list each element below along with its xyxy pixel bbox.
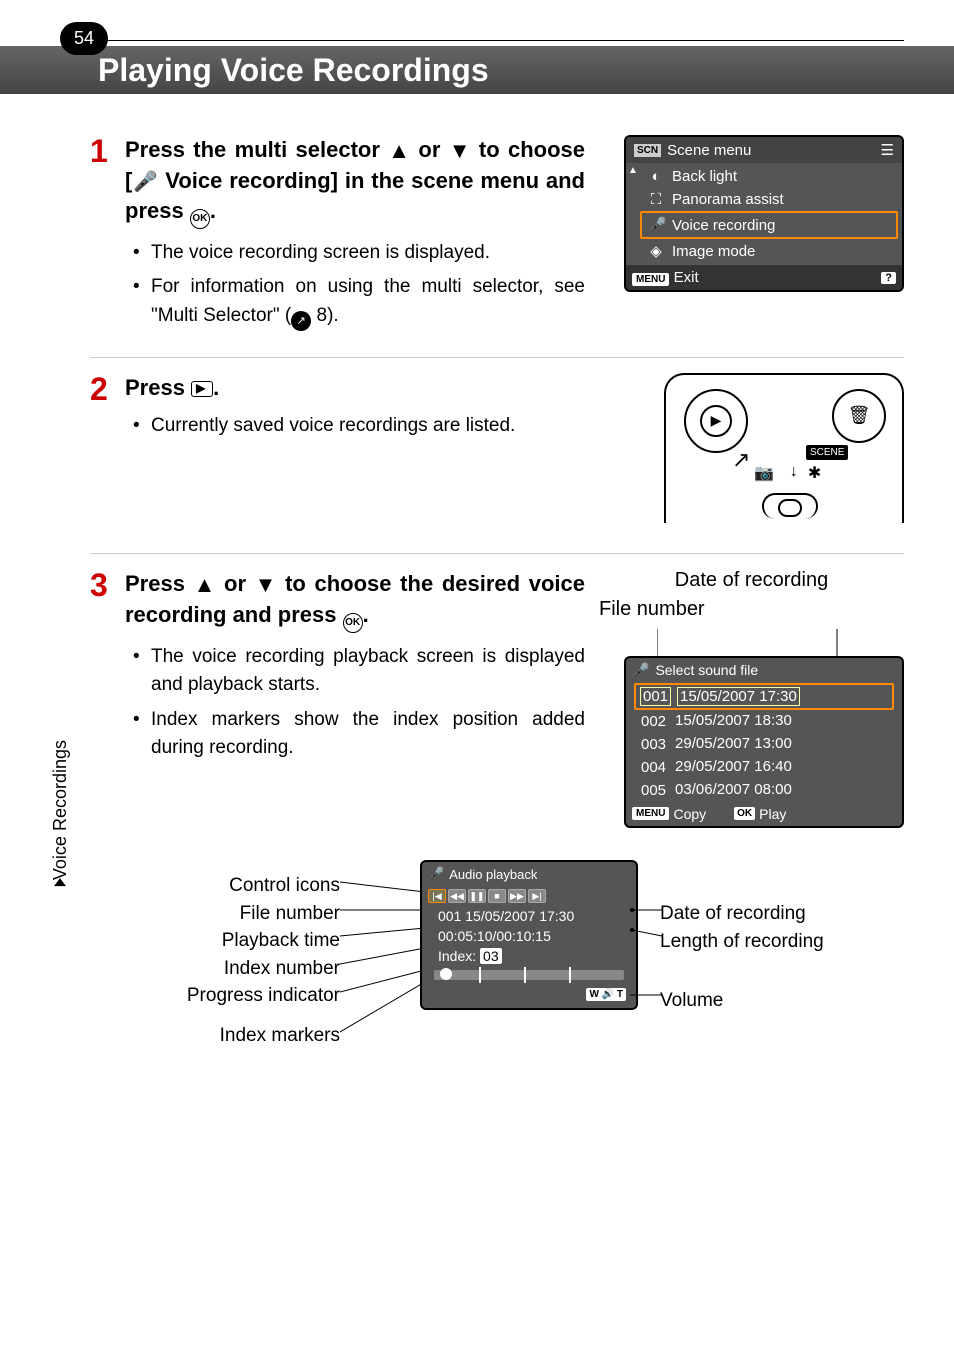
sound-file-footer: MENU Copy OK Play — [626, 802, 902, 826]
audio-icon: 🎤 — [632, 662, 649, 679]
file-row: 00115/05/2007 17:30 — [634, 683, 894, 710]
playback-header: 🎤 Audio playback — [422, 862, 636, 886]
reference-icon: ↗ — [291, 311, 311, 331]
audio-icon: 🎤 — [428, 866, 444, 882]
file-row: 00215/05/2007 18:30 — [634, 710, 894, 733]
label-length-recording: Length of recording — [660, 928, 824, 956]
trash-dial: 🗑 — [832, 389, 886, 443]
label-volume: Volume — [660, 987, 824, 1015]
step-3: 3 Press or to choose the desired voice r… — [90, 569, 904, 849]
label-file-number: File number — [90, 900, 340, 928]
pause-icon: ❚❚ — [468, 889, 486, 903]
sound-file-header: 🎤 Select sound file — [626, 658, 902, 683]
playback-diagram: Control icons File number Playback time … — [90, 860, 904, 1060]
scene-item-backlight: ◐ Back light — [642, 165, 898, 188]
image-mode-icon: ◈ — [648, 242, 664, 260]
ok-button-icon: OK — [190, 209, 210, 229]
file-row: 00429/05/2007 16:40 — [634, 756, 894, 779]
ok-button-icon: OK — [343, 613, 363, 633]
scene-item-image-mode: ◈ Image mode — [642, 239, 898, 263]
person-mode-icon: ✱ — [808, 463, 821, 483]
scene-badge: SCENE — [806, 445, 848, 460]
label-playback-time: Playback time — [90, 927, 340, 955]
play-dial-icon: ▶ — [700, 405, 732, 437]
header-rule — [90, 40, 904, 41]
playback-labels-right: Date of recording Length of recording Vo… — [660, 900, 824, 1015]
step-2: 2 Press . Currently saved voice recordin… — [90, 373, 904, 533]
up-arrow-icon — [388, 136, 410, 166]
scene-item-panorama: ⛶ Panorama assist — [642, 188, 898, 211]
step-3-heading: Press or to choose the desired voice rec… — [125, 569, 585, 633]
playback-index: Index: 03 — [422, 946, 636, 966]
file-row: 00503/06/2007 08:00 — [634, 779, 894, 802]
panorama-icon: ⛶ — [648, 191, 664, 208]
forward-icon: ▶▶ — [508, 889, 526, 903]
menu-badge: MENU — [632, 807, 669, 820]
date-of-recording-label: Date of recording — [599, 569, 904, 592]
playback-progress — [422, 966, 636, 984]
step-1-heading: Press the multi selector or to choose [ … — [125, 135, 585, 229]
help-badge: ? — [881, 272, 896, 284]
label-date-recording: Date of recording — [660, 900, 824, 928]
file-number-label: File number — [599, 598, 904, 621]
menu-badge: MENU — [632, 273, 669, 286]
arrow-icon: ↗ — [732, 447, 750, 473]
stop-icon: ■ — [488, 889, 506, 903]
step-2-heading: Press . — [125, 373, 585, 403]
mode-icons: 📷 ↓ ✱ — [754, 463, 821, 483]
skip-back-icon: |◀ — [428, 889, 446, 903]
backlight-icon: ◐ — [648, 168, 664, 185]
playback-time: 00:05:10/00:10:15 — [422, 926, 636, 946]
thumb-grip — [762, 493, 818, 519]
volume-badge: W 🔊 T — [586, 988, 626, 1001]
playback-labels-left: Control icons File number Playback time … — [90, 872, 340, 1049]
header-bar: Playing Voice Recordings — [0, 46, 954, 94]
scene-item-voice-recording: 🎤 Voice recording — [640, 211, 898, 239]
label-control-icons: Control icons — [90, 872, 340, 900]
step-2-number: 2 — [90, 373, 125, 533]
play-dial: ▶ — [684, 389, 748, 453]
divider-2 — [90, 553, 904, 554]
step-1-number: 1 — [90, 135, 125, 337]
scene-menu-header: SCN Scene menu ☰ — [626, 137, 902, 163]
mic-icon — [132, 168, 158, 193]
step-1: 1 Press the multi selector or to choose … — [90, 135, 904, 337]
scene-menu-lcd: SCN Scene menu ☰ ▲ ◐ Back light ⛶ Panora… — [624, 135, 904, 292]
ok-badge: OK — [734, 807, 755, 820]
step-1-bullet-2: For information on using the multi selec… — [133, 273, 585, 331]
up-arrow-icon — [194, 570, 216, 600]
skip-forward-icon: ▶| — [528, 889, 546, 903]
scn-badge: SCN — [634, 144, 661, 157]
play-button-icon — [191, 381, 213, 397]
side-tab: Voice Recordings — [50, 740, 71, 880]
page-number: 54 — [60, 22, 108, 55]
rewind-icon: ◀◀ — [448, 889, 466, 903]
playback-volume: W 🔊 T — [422, 984, 636, 1002]
label-index-number: Index number — [90, 955, 340, 983]
mic-icon: 🎤 — [648, 216, 664, 234]
file-list-labels: Date of recording File number — [599, 569, 904, 625]
list-icon: ☰ — [881, 141, 894, 159]
arrow-down-icon: ↓ — [790, 463, 798, 483]
scene-menu-footer: MENU Exit ? — [626, 265, 902, 290]
divider-1 — [90, 357, 904, 358]
down-arrow-icon — [255, 570, 277, 600]
camera-back-diagram: ▶ 🗑 ↗ SCENE 📷 ↓ ✱ — [624, 373, 904, 523]
step-1-bullet-1: The voice recording screen is displayed. — [133, 239, 585, 268]
down-arrow-icon — [449, 136, 471, 166]
step-2-bullet-1: Currently saved voice recordings are lis… — [133, 412, 585, 441]
file-row: 00329/05/2007 13:00 — [634, 733, 894, 756]
sound-file-list-lcd: 🎤 Select sound file 00115/05/2007 17:300… — [624, 656, 904, 828]
playback-file-info: 001 15/05/2007 17:30 — [422, 906, 636, 926]
page-title: Playing Voice Recordings — [98, 52, 489, 89]
step-3-bullet-2: Index markers show the index position ad… — [133, 706, 585, 763]
step-3-number: 3 — [90, 569, 125, 849]
step-3-bullet-1: The voice recording playback screen is d… — [133, 643, 585, 700]
scroll-up-icon: ▲ — [628, 165, 638, 176]
camera-mode-icon: 📷 — [754, 463, 774, 483]
label-progress-indicator: Progress indicator — [90, 982, 340, 1010]
label-index-markers: Index markers — [90, 1022, 340, 1050]
playback-control-icons: |◀ ◀◀ ❚❚ ■ ▶▶ ▶| — [422, 886, 636, 906]
playback-lcd: 🎤 Audio playback |◀ ◀◀ ❚❚ ■ ▶▶ ▶| 001 15… — [420, 860, 638, 1010]
